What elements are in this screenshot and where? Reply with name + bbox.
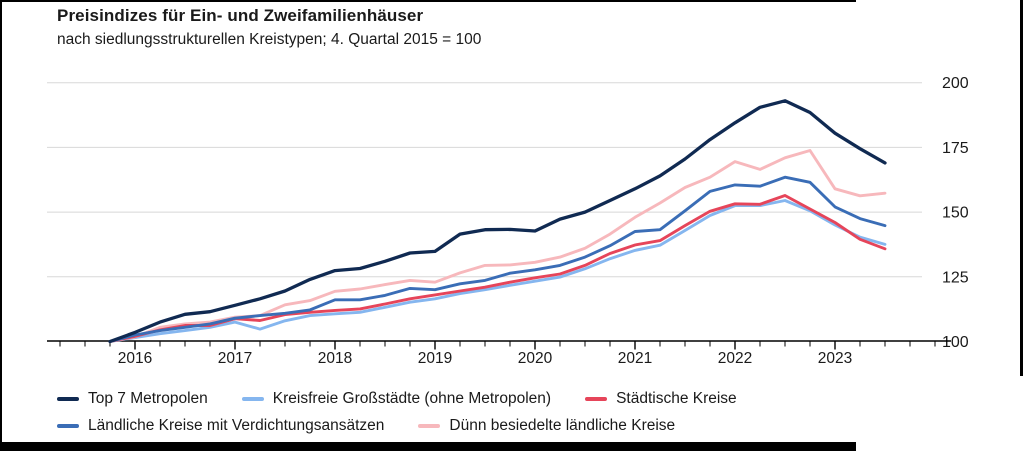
legend-item-top7-metropolen[interactable]: Top 7 Metropolen	[57, 390, 208, 408]
legend-marker-laendliche-kreise	[57, 424, 79, 428]
chart-title: Preisindizes für Ein- und Zweifamilienhä…	[57, 6, 424, 25]
x-axis-label-2021: 2021	[618, 350, 652, 367]
legend-label: Ländliche Kreise mit Verdichtungsansätze…	[88, 417, 385, 434]
legend-label: Städtische Kreise	[616, 390, 737, 407]
frame-border-right	[1020, 0, 1023, 376]
legend-marker-staedtische-kreise	[585, 397, 608, 401]
chart-legend: Top 7 Metropolen Kreisfreie Großstädte (…	[57, 390, 737, 435]
series-line-0	[108, 99, 887, 344]
x-axis-label-2019: 2019	[418, 350, 452, 367]
legend-label: Top 7 Metropolen	[88, 390, 208, 407]
legend-row-1: Top 7 Metropolen Kreisfreie Großstädte (…	[57, 390, 737, 408]
frame-border-bottom	[0, 442, 856, 451]
x-axis-label-2016: 2016	[118, 350, 152, 367]
legend-item-kreisfreie-grossstaedte[interactable]: Kreisfreie Großstädte (ohne Metropolen)	[241, 390, 552, 408]
y-axis-label-100: 100	[942, 334, 969, 351]
legend-marker-top7-metropolen	[57, 397, 79, 401]
legend-item-staedtische-kreise[interactable]: Städtische Kreise	[585, 390, 737, 408]
frame-border-left	[0, 0, 2, 451]
legend-label: Dünn besiedelte ländliche Kreise	[449, 417, 676, 434]
legend-marker-kreisfreie-grossstaedte	[241, 397, 264, 401]
y-axis-label-200: 200	[942, 75, 969, 92]
legend-row-2: Ländliche Kreise mit Verdichtungsansätze…	[57, 417, 737, 435]
legend-label: Kreisfreie Großstädte (ohne Metropolen)	[272, 390, 552, 407]
x-axis-label-2018: 2018	[318, 350, 352, 367]
x-axis-label-2017: 2017	[218, 350, 252, 367]
y-axis-label-125: 125	[942, 269, 969, 286]
x-axis-label-2023: 2023	[818, 350, 852, 367]
legend-marker-duenn-besiedelte-kreise	[418, 424, 441, 428]
series-line-4	[108, 149, 887, 343]
x-axis-label-2020: 2020	[518, 350, 553, 367]
x-axis-label-2022: 2022	[718, 350, 752, 367]
legend-item-laendliche-kreise[interactable]: Ländliche Kreise mit Verdichtungsansätze…	[57, 417, 384, 435]
series-line-3	[108, 175, 887, 343]
y-axis-label-175: 175	[942, 140, 969, 157]
y-axis-label-150: 150	[942, 205, 969, 222]
legend-item-duenn-besiedelte-kreise[interactable]: Dünn besiedelte ländliche Kreise	[418, 417, 675, 435]
frame-border-top	[0, 0, 856, 2]
chart-subtitle: nach siedlungsstrukturellen Kreistypen; …	[57, 31, 482, 48]
